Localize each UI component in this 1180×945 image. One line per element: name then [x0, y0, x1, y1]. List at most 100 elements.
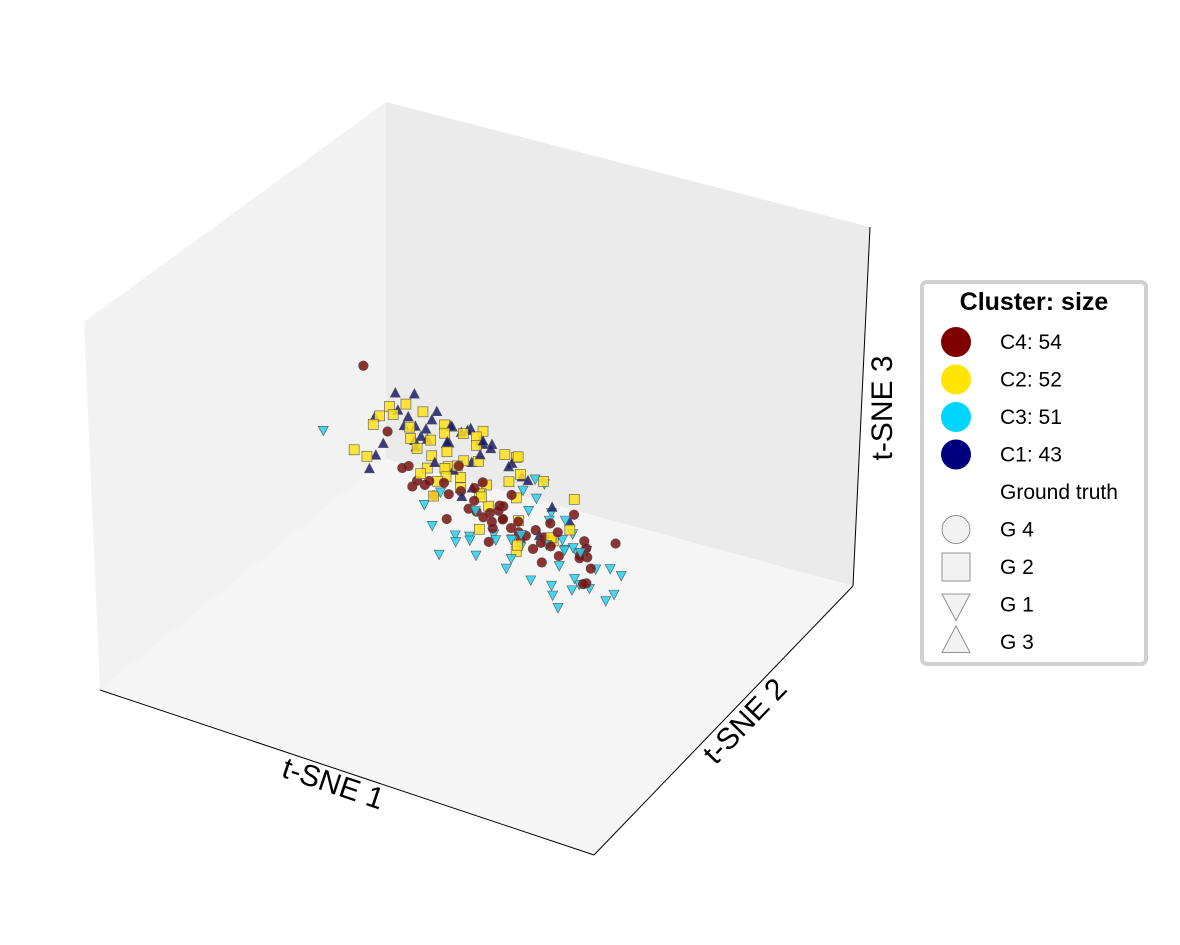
scatter-point-c1: [370, 449, 382, 460]
scatter-point-c4: [535, 537, 546, 549]
scatter-point-c3: [525, 575, 537, 587]
legend-swatch-0: [941, 327, 971, 357]
scatter-point-c2: [425, 434, 436, 446]
scatter-point-c3: [418, 500, 430, 511]
scatter-point-c1: [389, 386, 401, 398]
scatter-point-c4: [453, 460, 464, 471]
scatter-point-c4: [477, 477, 488, 488]
legend-label-7: G 1: [1000, 594, 1034, 617]
scatter-point-c3: [530, 493, 542, 505]
scatter-point-c1: [415, 430, 427, 441]
scatter-point-c2: [473, 523, 485, 535]
y-axis-line: [593, 585, 854, 856]
scatter-point-c3: [600, 596, 612, 607]
scatter-point-c4: [506, 489, 517, 501]
scatter-point-c3: [556, 535, 568, 546]
scatter-point-c3: [546, 580, 558, 592]
scatter-point-c2: [404, 421, 415, 433]
scatter-point-c3: [317, 425, 329, 437]
scatter-point-c4: [568, 509, 580, 520]
scatter-point-c1: [474, 448, 486, 460]
scatter-point-c4: [552, 527, 563, 538]
scatter-point-c2: [512, 451, 524, 463]
scatter-point-c4: [527, 543, 539, 555]
scatter-point-c2: [361, 450, 373, 462]
scatter-points: [317, 360, 627, 614]
scatter-point-c4: [487, 523, 498, 534]
scatter-point-c1: [429, 456, 441, 468]
x-axis-line: [99, 689, 595, 856]
scatter-point-c3: [569, 573, 581, 585]
scatter-point-c4: [382, 426, 393, 437]
scatter-point-c3: [500, 563, 512, 575]
scatter-point-c2: [439, 427, 450, 439]
scatter-point-c3: [449, 530, 461, 542]
scatter-point-c1: [456, 490, 468, 501]
scatter-point-c4: [483, 536, 494, 547]
scatter-point-c1: [431, 405, 443, 417]
scatter-point-c1: [408, 388, 420, 399]
scatter-point-c2: [348, 444, 360, 456]
legend-swatch-7: [941, 593, 971, 622]
scatter-point-c4: [497, 514, 508, 525]
scatter-point-c2: [503, 476, 515, 488]
scatter-point-c4: [438, 477, 450, 488]
legend-label-8: G 3: [1000, 631, 1034, 654]
scatter-point-c2: [400, 398, 412, 410]
scatter-point-c1: [485, 442, 497, 454]
scatter-point-c4: [530, 525, 541, 536]
scatter-point-c4: [469, 495, 480, 506]
legend-frame: [920, 280, 1148, 666]
legend-label-1: C2: 52: [1000, 369, 1062, 392]
scatter-point-c2: [387, 409, 399, 420]
scatter-point-c1: [503, 460, 515, 472]
scatter-point-c2: [441, 446, 453, 458]
floor-pane: [100, 459, 853, 855]
scatter-point-c2: [564, 524, 576, 536]
scatter-point-c4: [441, 513, 452, 525]
z-axis-line: [852, 226, 871, 587]
scatter-point-c3: [470, 550, 482, 562]
scatter-point-c3: [490, 535, 502, 546]
legend-label-6: G 2: [1000, 556, 1034, 579]
scatter-point-c1: [426, 413, 438, 425]
scatter-point-c3: [433, 549, 445, 561]
scatter-point-c2: [367, 419, 379, 430]
scatter-point-c3: [604, 564, 616, 575]
scatter-point-c4: [397, 462, 408, 474]
scatter-point-c3: [529, 474, 541, 486]
scatter-point-c2: [455, 472, 466, 483]
scatter-point-c2: [568, 494, 580, 505]
scatter-point-c3: [608, 589, 620, 601]
scatter-point-c3: [505, 554, 517, 565]
legend-label-2: C3: 51: [1000, 406, 1062, 429]
scatter-point-c4: [505, 522, 517, 534]
scatter-point-c4: [545, 518, 556, 529]
left-back-pane: [84, 102, 386, 690]
scatter-point-c2: [426, 450, 438, 462]
scatter-point-c3: [559, 515, 571, 527]
scatter-point-c1: [402, 410, 414, 422]
legend-swatch-5: [941, 515, 971, 544]
scatter-point-c1: [445, 419, 457, 431]
legend-swatch-6: [941, 552, 971, 582]
legend-label-3: C1: 43: [1000, 444, 1062, 467]
scatter-point-c4: [469, 483, 480, 494]
scatter-point-c4: [513, 516, 524, 527]
scatter-point-c4: [424, 475, 435, 487]
scatter-point-c2: [405, 433, 416, 444]
scatter-point-c3: [574, 547, 586, 559]
scatter-point-c4: [585, 563, 596, 574]
scatter-point-c4: [545, 541, 556, 552]
scatter-point-c3: [450, 537, 462, 548]
legend-swatch-3: [941, 439, 971, 470]
legend-label-0: C4: 54: [1000, 331, 1062, 354]
scatter-point-c2: [512, 539, 523, 551]
z-axis-label: t-SNE 3: [866, 355, 899, 460]
scatter-point-c4: [478, 512, 489, 523]
legend-entries: C4: 54 C2: 52 C3: 51 C1: 43 Ground truth G 4 G…: [941, 327, 1118, 654]
legend-label-5: G 4: [1000, 519, 1034, 542]
scatter-point-c4: [553, 550, 564, 562]
legend-swatch-2: [941, 402, 971, 432]
